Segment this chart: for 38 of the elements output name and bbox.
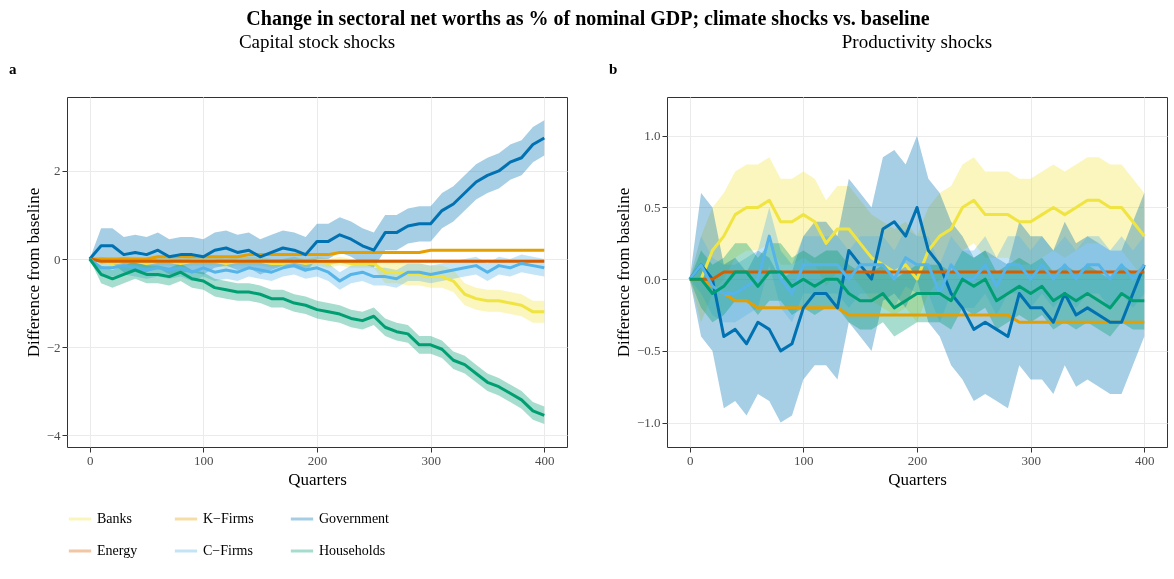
- y-tick-label: −0.5: [636, 343, 661, 359]
- x-tick-label: 200: [307, 452, 328, 468]
- y-tick-label: 0.0: [644, 271, 661, 287]
- y-tick-label: 0: [54, 251, 61, 267]
- text: Change in sectoral net worths as % of nominal GDP; climate shocks vs. baseline: [246, 6, 930, 30]
- chart-title: Productivity shocks: [841, 31, 993, 52]
- x-tick-label: 0: [86, 452, 94, 468]
- y-tick-label: 0.5: [644, 199, 661, 215]
- line-series: [88, 257, 546, 283]
- y-tick-label: 2: [54, 163, 61, 179]
- y-tick-label: −4: [46, 427, 61, 443]
- text: a: [9, 61, 17, 77]
- x-tick-label: 300: [1021, 452, 1041, 468]
- x-tick-label: 100: [194, 452, 214, 468]
- text: b: [609, 61, 618, 77]
- x-tick-label: 400: [535, 452, 555, 468]
- x-tick-label: 200: [907, 452, 928, 468]
- y-tick-label: 1.0: [644, 128, 661, 144]
- legend-label: Government: [319, 511, 390, 526]
- x-axis-title: Quarters: [288, 469, 347, 489]
- x-tick-label: 100: [794, 452, 814, 468]
- chart-title: Capital stock shocks: [238, 31, 396, 52]
- x-tick-label: 0: [686, 452, 694, 468]
- legend-label: Energy: [97, 543, 138, 558]
- y-tick-label: −1.0: [636, 415, 661, 431]
- legend-label: C−Firms: [203, 543, 253, 558]
- line-series: [88, 136, 546, 261]
- line-series: [688, 270, 1146, 310]
- x-tick-label: 300: [421, 452, 441, 468]
- y-tick-label: −2: [46, 339, 61, 355]
- line-series: [688, 234, 1146, 296]
- x-axis-title: Quarters: [888, 469, 947, 489]
- x-tick-label: 400: [1135, 452, 1155, 468]
- y-axis-title: Difference from baseline: [23, 187, 43, 358]
- legend-label: K−Firms: [203, 511, 254, 526]
- legend-label: Households: [319, 543, 386, 558]
- y-axis-title: Difference from baseline: [613, 187, 633, 358]
- legend-label: Banks: [97, 511, 132, 526]
